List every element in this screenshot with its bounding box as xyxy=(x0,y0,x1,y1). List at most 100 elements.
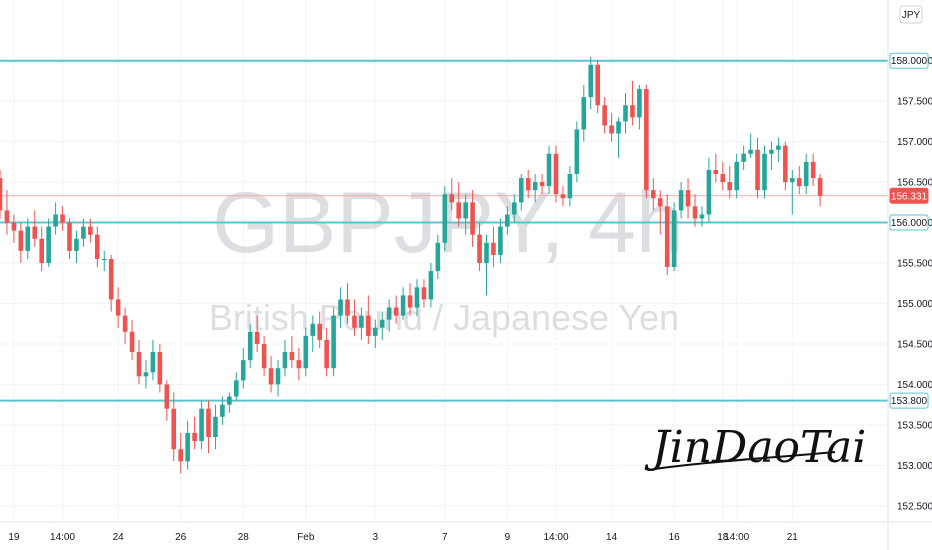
last-price-badge-bg xyxy=(889,187,929,204)
candle-21 xyxy=(143,360,149,389)
candle-body-85 xyxy=(588,64,594,98)
candle-11 xyxy=(74,230,79,264)
candle-body-38 xyxy=(261,343,267,369)
x-tick-label-5: Feb xyxy=(297,532,315,543)
candle-body-59 xyxy=(407,295,413,308)
candle-body-63 xyxy=(435,242,441,272)
y-tick-label-3: 154.000 xyxy=(897,380,932,391)
candle-110 xyxy=(762,145,767,199)
y-tick-label-5: 155.000 xyxy=(897,299,932,310)
y-tick-label-6: 155.500 xyxy=(897,259,932,270)
candle-56 xyxy=(386,299,392,332)
candle-89 xyxy=(616,117,621,158)
candle-body-89 xyxy=(616,121,621,134)
candle-13 xyxy=(88,218,93,243)
candle-28 xyxy=(192,416,197,450)
candle-69 xyxy=(477,222,482,272)
candle-body-49 xyxy=(338,299,343,316)
candle-109 xyxy=(755,137,760,199)
candle-body-1 xyxy=(4,210,10,223)
candle-body-58 xyxy=(400,295,406,316)
candle-88 xyxy=(609,113,614,142)
x-tick-label-6: 3 xyxy=(373,532,379,543)
candle-39 xyxy=(268,356,274,393)
candle-body-35 xyxy=(240,360,246,381)
candle-46 xyxy=(317,311,322,348)
candle-body-51 xyxy=(352,315,357,328)
name-watermark: British Pound / Japanese Yen xyxy=(209,297,679,338)
candle-body-50 xyxy=(345,299,350,316)
level-badge-0-bg xyxy=(889,52,929,69)
candle-58 xyxy=(400,287,406,320)
candle-body-84 xyxy=(581,97,587,130)
candle-72 xyxy=(498,218,503,264)
candle-51 xyxy=(352,299,357,336)
x-tick-label-3: 26 xyxy=(175,532,187,543)
candle-body-83 xyxy=(574,129,580,174)
candle-40 xyxy=(275,360,281,397)
candle-38 xyxy=(261,335,267,377)
candle-77 xyxy=(532,174,538,203)
candle-body-72 xyxy=(498,226,503,255)
candle-101 xyxy=(699,206,705,227)
candle-17 xyxy=(115,287,121,328)
candle-body-40 xyxy=(275,368,281,385)
candle-27 xyxy=(185,420,190,470)
candle-body-94 xyxy=(651,190,656,199)
candle-94 xyxy=(651,178,656,211)
candle-99 xyxy=(685,178,691,219)
candle-15 xyxy=(101,250,107,272)
candle-54 xyxy=(373,319,378,348)
candle-33 xyxy=(227,392,232,413)
candle-body-21 xyxy=(143,372,149,377)
candle-body-115 xyxy=(796,178,802,187)
currency-label[interactable]: JPY xyxy=(899,5,923,24)
candle-82 xyxy=(567,165,573,207)
candle-body-61 xyxy=(421,287,427,300)
candle-body-105 xyxy=(727,182,733,191)
candle-63 xyxy=(435,234,441,280)
candle-body-116 xyxy=(803,161,809,187)
candle-body-113 xyxy=(783,145,788,183)
candle-20 xyxy=(136,339,142,385)
x-tick-label-13: 14:00 xyxy=(724,532,749,543)
candle-71 xyxy=(491,226,496,268)
candle-body-42 xyxy=(289,352,295,361)
candle-44 xyxy=(303,327,309,377)
candle-body-80 xyxy=(553,153,559,195)
candle-53 xyxy=(366,295,371,344)
price-axis[interactable]: 152.500 153.000 153.500 154.000 154.500 155.0… xyxy=(897,56,932,512)
candle-body-91 xyxy=(630,105,635,118)
candle-body-3 xyxy=(18,230,24,251)
candle-body-67 xyxy=(463,202,468,219)
candle-body-107 xyxy=(741,153,746,162)
candle-19 xyxy=(129,319,135,361)
candle-body-88 xyxy=(609,125,614,134)
level-badge-2-text: 153.800 xyxy=(891,396,928,407)
candle-body-110 xyxy=(762,153,767,191)
candle-65 xyxy=(449,178,455,211)
candle-52 xyxy=(359,307,364,340)
candle-43 xyxy=(296,348,302,381)
candle-body-25 xyxy=(171,408,177,450)
candle-body-102 xyxy=(706,169,712,215)
x-tick-label-1: 14:00 xyxy=(50,532,75,543)
candle-55 xyxy=(379,311,385,340)
candle-105 xyxy=(727,165,733,199)
candle-113 xyxy=(783,141,788,191)
candle-body-45 xyxy=(310,323,316,336)
candle-body-86 xyxy=(595,64,600,106)
candle-body-54 xyxy=(373,327,378,336)
x-tick-label-4: 28 xyxy=(238,532,250,543)
candle-90 xyxy=(623,93,628,134)
candle-2 xyxy=(11,214,17,243)
candle-body-16 xyxy=(108,258,114,300)
candle-66 xyxy=(456,182,461,227)
candle-4 xyxy=(25,218,31,259)
candle-41 xyxy=(282,339,288,377)
candle-8 xyxy=(53,202,58,235)
candle-22 xyxy=(150,339,156,381)
x-tick-label-14: 21 xyxy=(787,532,799,543)
